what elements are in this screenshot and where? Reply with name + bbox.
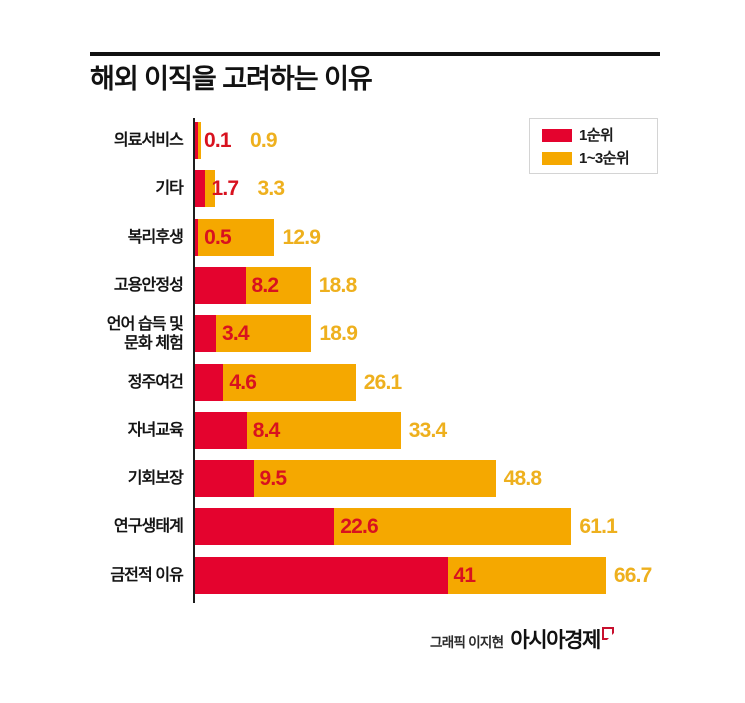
bar-value-primary: 1.7 bbox=[211, 177, 239, 201]
bar-segment-primary bbox=[195, 122, 198, 159]
bar-row-label: 기타 bbox=[60, 179, 184, 198]
legend-label-total: 1~3순위 bbox=[579, 150, 630, 167]
bar-group: 9.5 48.8 bbox=[195, 460, 666, 498]
bar-value-primary: 8.2 bbox=[251, 273, 280, 297]
bar-value-primary: 4.6 bbox=[229, 370, 257, 394]
bar-value-total: 0.9 bbox=[250, 129, 278, 152]
bar-value-total: 66.7 bbox=[613, 563, 652, 587]
bar-group: 0.5 12.9 bbox=[195, 218, 666, 256]
footer-credit: 그래픽 이지현 아시아경제 bbox=[430, 624, 614, 652]
bar-row-label-line: 기타 bbox=[155, 180, 184, 198]
bar-value-primary: 3.4 bbox=[221, 322, 250, 346]
bar-group: 1.7 3.3 bbox=[195, 170, 666, 208]
bar-row-label-line: 자녀교육 bbox=[127, 421, 184, 439]
bar-row-label: 의료서비스 bbox=[60, 131, 184, 150]
legend-item-primary: 1순위 bbox=[542, 125, 657, 146]
bar-row-label-line: 의료서비스 bbox=[113, 132, 184, 149]
bar-group: 22.6 61.1 bbox=[195, 508, 666, 546]
bar-segment-total bbox=[195, 218, 275, 256]
bar-segment-primary bbox=[195, 411, 247, 449]
bar-row: 의료서비스 0.1 0.9 bbox=[0, 122, 745, 159]
bar-row-label-line: 고용안정성 bbox=[113, 276, 184, 294]
credit-brand-label: 아시아경제 bbox=[510, 624, 614, 654]
bar-row-label-line: 문화 체험 bbox=[124, 334, 184, 352]
bar-row: 정주여건 4.6 26.1 bbox=[0, 363, 745, 401]
bar-value-total: 26.1 bbox=[363, 370, 402, 394]
bar-value-primary: 9.5 bbox=[259, 467, 288, 491]
bar-row-label-line: 정주여건 bbox=[127, 373, 184, 391]
bar-row-label: 언어 습득 및 문화 체험 bbox=[60, 315, 184, 353]
bar-value-total: 3.3 bbox=[257, 177, 285, 201]
bar-row: 연구생태계 22.6 61.1 bbox=[0, 508, 745, 546]
value-axis-line bbox=[193, 118, 195, 603]
bar-group: 0.1 0.9 bbox=[195, 122, 666, 159]
bar-row-label: 고용안정성 bbox=[60, 276, 184, 295]
bar-row-label-line: 연구생태계 bbox=[113, 518, 184, 536]
bar-value-total: 18.8 bbox=[318, 273, 357, 297]
bar-segment-primary bbox=[195, 170, 206, 208]
bar-group: 3.4 18.9 bbox=[195, 315, 666, 353]
bar-row-label: 기회보장 bbox=[60, 469, 184, 488]
bar-value-primary: 0.5 bbox=[204, 225, 232, 249]
bar-segment-primary bbox=[195, 508, 335, 546]
bar-row: 기회보장 9.5 48.8 bbox=[0, 460, 745, 498]
credit-graphic-label: 그래픽 이지현 bbox=[430, 635, 504, 650]
bar-segment-primary bbox=[195, 218, 199, 256]
bar-value-primary: 22.6 bbox=[340, 515, 378, 539]
bar-segment-primary bbox=[195, 266, 246, 304]
bar-group: 41 66.7 bbox=[195, 556, 666, 594]
bar-group: 4.6 26.1 bbox=[195, 363, 666, 401]
bar-row: 언어 습득 및 문화 체험 3.4 18.9 bbox=[0, 315, 745, 353]
legend-swatch-primary bbox=[542, 129, 572, 142]
bar-value-primary: 0.1 bbox=[204, 129, 232, 152]
brand-logo-icon bbox=[601, 627, 614, 640]
bar-row-label: 금전적 이유 bbox=[60, 566, 184, 585]
bar-row: 고용안정성 8.2 18.8 bbox=[0, 266, 745, 304]
bar-row: 자녀교육 8.4 33.4 bbox=[0, 411, 745, 449]
bar-row: 기타 1.7 3.3 bbox=[0, 170, 745, 208]
bar-row-label-line: 금전적 이유 bbox=[110, 566, 184, 584]
bar-segment-primary bbox=[195, 363, 224, 401]
bar-row: 복리후생 0.5 12.9 bbox=[0, 218, 745, 256]
brand-text: 아시아경제 bbox=[510, 629, 601, 652]
bar-value-total: 48.8 bbox=[503, 467, 542, 491]
bar-group: 8.2 18.8 bbox=[195, 266, 666, 304]
page-title: 해외 이직을 고려하는 이유 bbox=[90, 64, 373, 94]
bar-segment-primary bbox=[195, 556, 448, 594]
legend-swatch-total bbox=[542, 152, 572, 165]
bar-segment-primary bbox=[195, 315, 216, 353]
bar-row-label-line: 언어 습득 및 bbox=[106, 315, 184, 333]
bar-group: 8.4 33.4 bbox=[195, 411, 666, 449]
bar-row-label-line: 복리후생 bbox=[127, 228, 184, 246]
bar-row-label: 정주여건 bbox=[60, 373, 184, 392]
bar-row-label: 자녀교육 bbox=[60, 421, 184, 440]
bar-value-total: 33.4 bbox=[408, 418, 447, 442]
bar-value-total: 18.9 bbox=[319, 322, 358, 346]
bar-row: 금전적 이유 41 66.7 bbox=[0, 556, 745, 594]
bar-row-label: 복리후생 bbox=[60, 228, 184, 247]
legend-item-total: 1~3순위 bbox=[542, 148, 657, 169]
title-rule bbox=[90, 52, 660, 56]
legend-label-primary: 1순위 bbox=[579, 127, 614, 144]
bar-row-label: 연구생태계 bbox=[60, 517, 184, 536]
bar-value-primary: 8.4 bbox=[252, 418, 281, 442]
bar-value-primary: 41 bbox=[453, 563, 477, 587]
bar-row-label-line: 기회보장 bbox=[127, 470, 184, 488]
bar-value-total: 12.9 bbox=[282, 225, 321, 249]
bar-segment-primary bbox=[195, 460, 254, 498]
chart-legend: 1순위 1~3순위 bbox=[529, 118, 658, 174]
bar-value-total: 61.1 bbox=[579, 515, 618, 539]
